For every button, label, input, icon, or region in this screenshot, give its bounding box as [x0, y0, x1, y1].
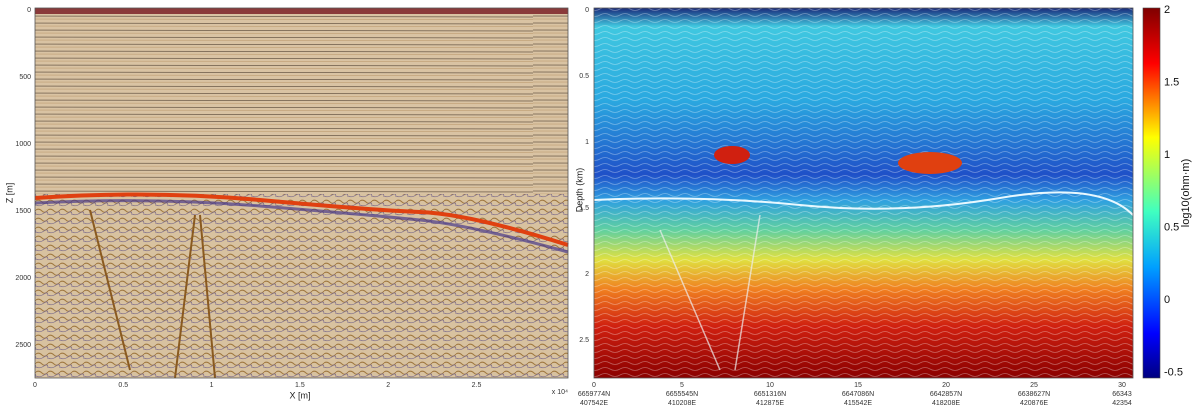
coordinate-label: 6655545N — [666, 391, 698, 398]
x-tick-label: 5 — [680, 382, 684, 389]
x-exponent: x 10⁴ — [552, 389, 568, 396]
coordinate-label: 66343 — [1112, 391, 1132, 398]
colorbar-label: log10(ohm·m) — [1180, 159, 1192, 227]
colorbar-tick-label: 0.5 — [1164, 221, 1179, 233]
coordinate-label: 418208E — [932, 400, 960, 407]
x-tick-label: 1 — [210, 382, 214, 389]
coordinate-label: 407542E — [580, 400, 608, 407]
y-tick-label: 1.5 — [579, 205, 589, 212]
y-tick-label: 1 — [585, 139, 589, 146]
x-tick-label: 25 — [1030, 382, 1038, 389]
figure: Z [m] X [m] x 10⁴ Depth (km) log10(ohm·m… — [0, 0, 1202, 408]
coordinate-label: 6659774N — [578, 391, 610, 398]
coordinate-label: 6638627N — [1018, 391, 1050, 398]
coordinate-label: 415542E — [844, 400, 872, 407]
x-tick-label: 2 — [386, 382, 390, 389]
y-tick-label: 0 — [585, 7, 589, 14]
y-tick-label: 0.5 — [579, 73, 589, 80]
x-tick-label: 0 — [592, 382, 596, 389]
x-tick-label: 15 — [854, 382, 862, 389]
x-tick-label: 10 — [766, 382, 774, 389]
y-tick-label: 2500 — [15, 342, 31, 349]
coordinate-label: 42354 — [1112, 400, 1132, 407]
coordinate-label: 420876E — [1020, 400, 1048, 407]
x-tick-label: 1.5 — [295, 382, 305, 389]
y-tick-label: 1500 — [15, 208, 31, 215]
colorbar-tick-label: 1 — [1164, 149, 1170, 161]
y-tick-label: 2.5 — [579, 337, 589, 344]
y-tick-label: 500 — [19, 74, 31, 81]
coordinate-label: 412875E — [756, 400, 784, 407]
x-tick-label: 30 — [1118, 382, 1126, 389]
colorbar — [1143, 8, 1160, 378]
y-tick-label: 0 — [27, 7, 31, 14]
coordinate-label: 6651316N — [754, 391, 786, 398]
x-tick-label: 2.5 — [472, 382, 482, 389]
colorbar-tick-label: -0.5 — [1164, 366, 1183, 378]
coordinate-label: 410208E — [668, 400, 696, 407]
y-tick-label: 2 — [585, 271, 589, 278]
resistivity-panel — [594, 8, 1133, 378]
x-axis-label: X [m] — [289, 390, 310, 400]
colorbar-tick-label: 2 — [1164, 4, 1170, 16]
x-tick-label: 20 — [942, 382, 950, 389]
coordinate-label: 6647086N — [842, 391, 874, 398]
y-tick-label: 1000 — [15, 141, 31, 148]
x-tick-label: 0.5 — [118, 382, 128, 389]
coordinate-label: 6642857N — [930, 391, 962, 398]
y-tick-label: 2000 — [15, 275, 31, 282]
colorbar-tick-label: 1.5 — [1164, 76, 1179, 88]
x-tick-label: 0 — [33, 382, 37, 389]
colorbar-tick-label: 0 — [1164, 294, 1170, 306]
y-axis-label: Z [m] — [4, 183, 14, 204]
seismic-panel — [35, 8, 568, 378]
